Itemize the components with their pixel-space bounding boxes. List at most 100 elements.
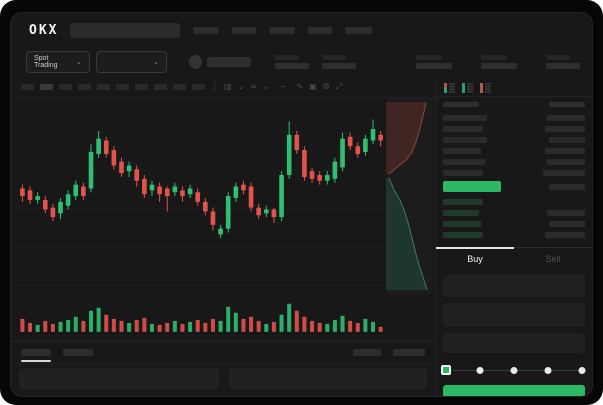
chevron-down-icon[interactable]: ⌄ [262, 82, 270, 91]
volume-bar [332, 319, 337, 332]
candle [225, 196, 231, 229]
tab-sell-label: Sell [545, 253, 561, 264]
tab-sell[interactable]: Sell [514, 248, 592, 269]
indicators-icon[interactable]: ≈ [250, 82, 257, 91]
ask-amount-placeholder [545, 126, 585, 132]
orderbook-bid-row[interactable] [443, 232, 585, 238]
interval-button[interactable] [59, 84, 72, 90]
nav-item[interactable] [193, 26, 220, 34]
candle [332, 161, 338, 179]
interval-button[interactable] [78, 84, 91, 90]
candle [50, 207, 56, 218]
orderbook-ask-row[interactable] [443, 115, 585, 121]
chevron-down-icon[interactable]: ⌄ [237, 82, 245, 91]
book-asks-icon[interactable] [479, 81, 492, 93]
volume-bar [35, 324, 40, 332]
interval-button[interactable] [97, 84, 110, 90]
nav-item[interactable] [269, 26, 296, 34]
candle-style-icon[interactable]: ▥ [224, 82, 232, 91]
fullscreen-icon[interactable]: ⤢ [335, 82, 343, 91]
slider-step-dot[interactable] [476, 367, 484, 374]
ask-price-placeholder [443, 159, 485, 165]
volume-bar [203, 322, 208, 332]
candlestick-chart[interactable] [11, 98, 435, 340]
book-bids-icon[interactable] [461, 81, 474, 93]
tab-buy[interactable]: Buy [436, 248, 514, 269]
orderbook-ask-row[interactable] [443, 137, 585, 143]
ticker-stat [415, 55, 452, 69]
orderbook-ask-row[interactable] [443, 126, 585, 132]
candle [187, 188, 193, 195]
stat-value-placeholder [321, 63, 356, 69]
divider [13, 363, 433, 364]
volume-bar [218, 320, 223, 332]
interval-button[interactable] [192, 84, 205, 90]
order-form-input[interactable] [443, 303, 585, 327]
orderbook-ask-row[interactable] [443, 148, 585, 154]
search-input[interactable] [70, 22, 181, 38]
slider-step-dot[interactable] [544, 367, 552, 374]
orderbook-last-price-row[interactable] [443, 181, 585, 192]
volume-bar [111, 318, 116, 332]
submit-order-button[interactable] [443, 385, 585, 396]
slider-step-dot[interactable] [578, 367, 586, 374]
orderbook-bid-row[interactable] [443, 221, 585, 227]
ask-price-placeholder [443, 115, 487, 121]
candle [96, 138, 101, 154]
bottom-tab[interactable] [21, 342, 51, 363]
chart-section: ▥ ⌄ ≈ ⌄ ~ ✎ ▣ ⚙ ⤢ [11, 77, 435, 396]
interval-button[interactable] [116, 84, 129, 90]
order-form-input[interactable] [443, 333, 585, 353]
snapshot-icon[interactable]: ▣ [309, 82, 317, 91]
stat-label-placeholder [274, 55, 299, 60]
orderbook-ask-row[interactable] [443, 170, 585, 176]
interval-button[interactable] [154, 84, 167, 90]
bid-price-placeholder [443, 232, 483, 238]
orderbook-ask-row[interactable] [443, 159, 585, 165]
settings-icon[interactable]: ⚙ [322, 82, 330, 91]
buy-sell-tabs: Buy Sell [436, 247, 592, 269]
interval-button[interactable] [40, 84, 53, 90]
slider-handle[interactable] [441, 365, 451, 375]
bottom-tab[interactable] [63, 342, 93, 363]
coin-avatar [189, 55, 203, 69]
candle [363, 138, 368, 153]
amount-slider[interactable] [441, 365, 586, 377]
candle [81, 186, 86, 197]
orderbook-bid-row[interactable] [443, 199, 585, 205]
nav-item[interactable] [232, 26, 257, 34]
bottom-toolbar-item[interactable] [393, 342, 425, 363]
depth-bids-area [386, 178, 427, 290]
market-type-dropdown[interactable]: Spot Trading ⌄ [26, 51, 90, 73]
candle [210, 211, 216, 225]
candle [157, 186, 162, 195]
candle [103, 140, 109, 154]
orderbook-bid-row[interactable] [443, 210, 585, 216]
price-row-amount-placeholder [549, 183, 585, 190]
volume-bar [279, 314, 284, 332]
interval-button[interactable] [135, 84, 148, 90]
candle [142, 178, 147, 195]
nav-item[interactable] [345, 26, 373, 34]
interval-button[interactable] [173, 84, 186, 90]
draw-icon[interactable]: ✎ [296, 82, 304, 91]
volume-bar [180, 323, 185, 332]
bottom-panels [11, 364, 435, 396]
volume-bar [241, 318, 246, 332]
pair-dropdown[interactable]: ⌄ [96, 51, 168, 73]
candle [378, 134, 383, 141]
book-split-icon[interactable] [443, 81, 456, 93]
volume-bar [210, 318, 215, 332]
line-type-icon[interactable]: ~ [279, 82, 287, 91]
bottom-toolbar-item[interactable] [353, 342, 381, 363]
ask-amount-placeholder [547, 159, 585, 165]
order-form-input[interactable] [443, 275, 585, 297]
stat-label-placeholder [480, 55, 507, 60]
slider-step-dot[interactable] [510, 367, 518, 374]
stat-value-placeholder [274, 63, 309, 69]
nav-item[interactable] [308, 26, 333, 34]
ticker-stat [545, 55, 580, 69]
last-price-badge [443, 181, 501, 192]
interval-button[interactable] [21, 84, 34, 90]
price-chart[interactable] [11, 98, 435, 340]
